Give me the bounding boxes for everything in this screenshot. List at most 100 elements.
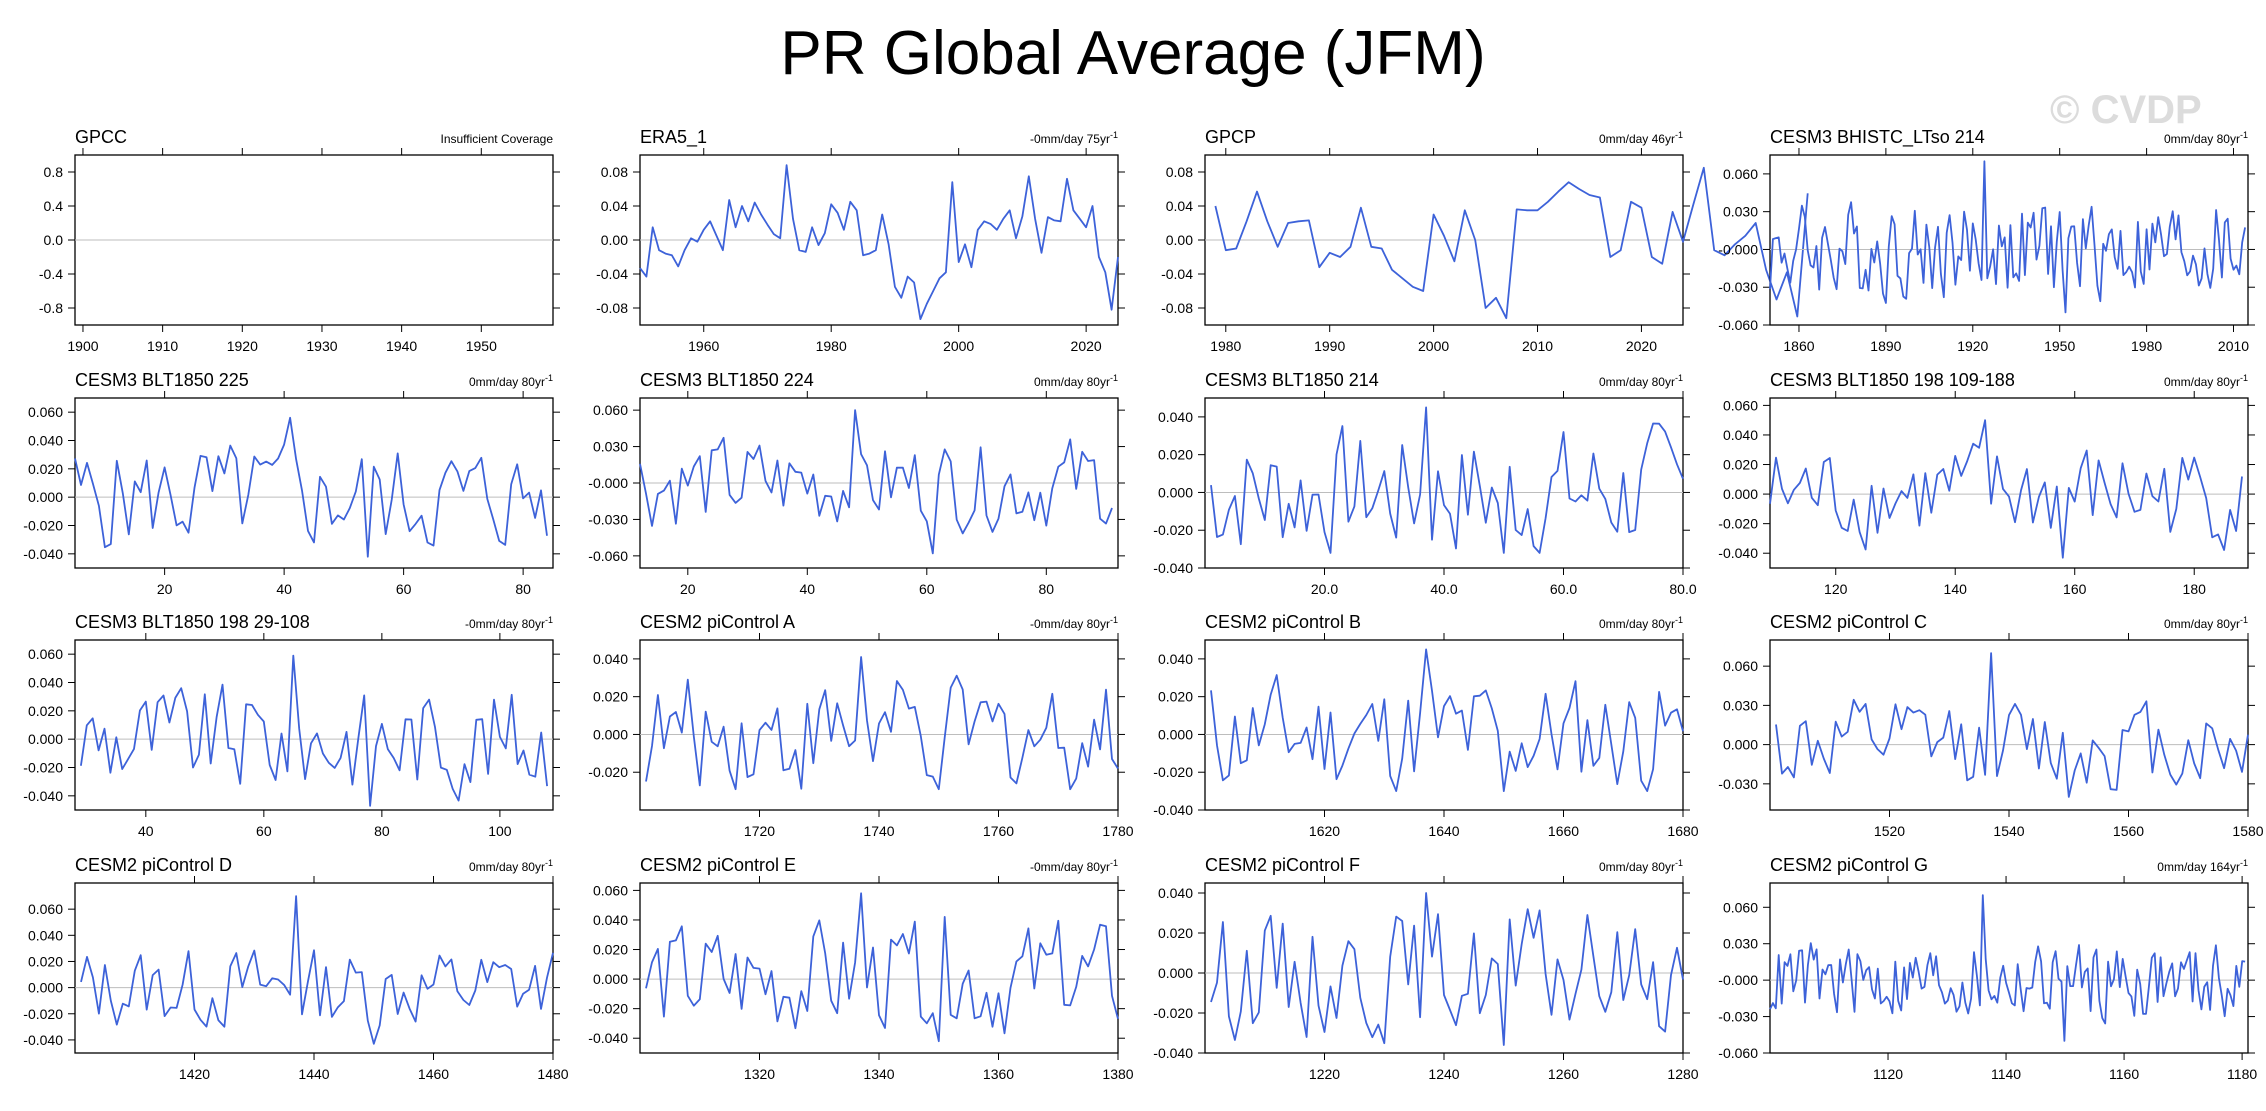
y-tick-label: 0.4 <box>44 198 64 214</box>
x-tick-label: 100 <box>488 823 512 839</box>
x-tick-label: 1560 <box>2113 823 2144 839</box>
y-tick-label: 0.040 <box>28 433 63 449</box>
x-tick-label: 2000 <box>943 338 974 354</box>
x-tick-label: 2010 <box>1522 338 1553 354</box>
series-line <box>1769 894 2246 1042</box>
y-tick-label: 0.040 <box>593 651 628 667</box>
x-tick-label: 1180 <box>2227 1066 2257 1082</box>
y-tick-label: 0.040 <box>28 675 63 691</box>
y-tick-label: 0.000 <box>28 489 63 505</box>
x-tick-label: 2020 <box>1071 338 1102 354</box>
y-tick-label: 0.000 <box>1723 737 1758 753</box>
x-tick-label: 1460 <box>418 1066 449 1082</box>
x-tick-label: 20.0 <box>1311 581 1338 597</box>
y-tick-label: -0.000 <box>1718 972 1758 988</box>
panel-note-sup: -1 <box>1675 373 1683 383</box>
panel-13: CESM2 piControl D 0mm/day 80yr-1 0.060 0.04… <box>23 855 568 1082</box>
panel-note: Insufficient Coverage <box>440 132 553 146</box>
x-tick-label: 1640 <box>1428 823 1459 839</box>
y-tick-label: -0.040 <box>23 546 63 562</box>
series-line <box>80 895 554 1045</box>
y-tick-label: -0.040 <box>23 1032 63 1048</box>
y-tick-label: 0.04 <box>1166 198 1193 214</box>
plot-frame <box>74 882 554 1054</box>
panel-note: 0mm/day 80yr-1 <box>2164 130 2248 146</box>
x-tick-label: 1120 <box>1873 1066 1903 1082</box>
panel-note: 0mm/day 80yr-1 <box>469 858 553 874</box>
x-tick-label: 1680 <box>1667 823 1698 839</box>
y-tick-label: -0.020 <box>23 1006 63 1022</box>
panel-title: CESM3 BLT1850 198 109-188 <box>1770 370 2015 390</box>
y-tick-label: 0.060 <box>1723 899 1758 915</box>
x-tick-label: 1990 <box>1314 338 1345 354</box>
series-line <box>1775 652 2249 798</box>
y-tick-label: -0.8 <box>39 300 63 316</box>
panel-note-sup: -1 <box>2240 615 2248 625</box>
panel-note: 0mm/day 80yr-1 <box>2164 615 2248 631</box>
panel-title: CESM3 BLT1850 198 29-108 <box>75 612 310 632</box>
panel-7: CESM3 BLT1850 214 0mm/day 80yr-1 0.040 0.02… <box>1153 370 1697 597</box>
plot-frame <box>639 882 1119 1054</box>
x-tick-label: 1320 <box>744 1066 775 1082</box>
panel-note-sup: -1 <box>1675 858 1683 868</box>
y-tick-label: 0.060 <box>1723 397 1758 413</box>
x-tick-label: 120 <box>1824 581 1848 597</box>
panel-title: CESM3 BLT1850 224 <box>640 370 814 390</box>
x-tick-label: 1950 <box>2044 338 2075 354</box>
x-tick-label: 20 <box>680 581 696 597</box>
page-title: PR Global Average (JFM) <box>780 19 1486 88</box>
y-tick-label: 0.08 <box>601 164 628 180</box>
y-tick-label: -0.020 <box>1153 764 1193 780</box>
x-tick-label: 1280 <box>1667 1066 1698 1082</box>
x-tick-label: 1720 <box>744 823 775 839</box>
panel-note-sup: -1 <box>1675 130 1683 140</box>
y-tick-label: 0.040 <box>593 912 628 928</box>
panel-title: CESM2 piControl G <box>1770 855 1928 875</box>
y-tick-label: 0.000 <box>593 726 628 742</box>
plot-frame <box>1769 397 2249 569</box>
y-tick-label: -0.04 <box>596 266 628 282</box>
y-tick-label: 0.060 <box>1723 658 1758 674</box>
panel-note-sup: -1 <box>1110 373 1118 383</box>
x-tick-label: 80.0 <box>1669 581 1696 597</box>
x-tick-label: 1240 <box>1428 1066 1459 1082</box>
panel-title: CESM2 piControl C <box>1770 612 1927 632</box>
y-tick-label: 0.000 <box>1158 484 1193 500</box>
panel-note-sup: -1 <box>545 615 553 625</box>
x-tick-label: 1980 <box>1210 338 1241 354</box>
x-tick-label: 20 <box>157 581 173 597</box>
y-tick-label: 0.04 <box>601 198 628 214</box>
x-tick-label: 80 <box>515 581 531 597</box>
y-tick-label: -0.060 <box>1718 317 1758 333</box>
x-tick-label: 1910 <box>147 338 178 354</box>
panel-note-sup: -1 <box>2240 858 2248 868</box>
y-tick-label: -0.08 <box>1161 300 1193 316</box>
x-tick-label: 1760 <box>983 823 1014 839</box>
panel-11: CESM2 piControl B 0mm/day 80yr-1 0.040 0.02… <box>1153 612 1698 839</box>
y-tick-label: 0.0 <box>44 232 64 248</box>
y-tick-label: 0.040 <box>28 927 63 943</box>
panel-note: -0mm/day 80yr-1 <box>1030 858 1118 874</box>
y-tick-label: -0.020 <box>1153 1005 1193 1021</box>
watermark: © CVDP <box>2050 88 2202 132</box>
panel-note-sup: -1 <box>1110 130 1118 140</box>
panel-3: GPCP 0mm/day 46yr-1 0.08 0.04 0.00 -0.04 -0.08… <box>1161 127 1809 354</box>
y-tick-label: 0.020 <box>593 942 628 958</box>
x-tick-label: 2000 <box>1418 338 1449 354</box>
x-tick-label: 1900 <box>67 338 98 354</box>
panel-title: CESM2 piControl E <box>640 855 796 875</box>
panel-title: ERA5_1 <box>640 127 707 148</box>
y-tick-label: -0.030 <box>1718 279 1758 295</box>
x-tick-label: 60 <box>919 581 935 597</box>
plot-frame <box>1204 397 1684 569</box>
x-tick-label: 60 <box>256 823 272 839</box>
x-tick-label: 1980 <box>2131 338 2162 354</box>
y-tick-label: 0.020 <box>28 953 63 969</box>
series-line <box>1769 160 2246 314</box>
y-tick-label: 0.020 <box>1723 457 1758 473</box>
plot-frame <box>1204 882 1684 1054</box>
panel-note: 0mm/day 164yr-1 <box>2157 858 2248 874</box>
panel-6: CESM3 BLT1850 224 0mm/day 80yr-1 0.060 0.03… <box>588 370 1125 597</box>
y-tick-label: 0.020 <box>1158 447 1193 463</box>
